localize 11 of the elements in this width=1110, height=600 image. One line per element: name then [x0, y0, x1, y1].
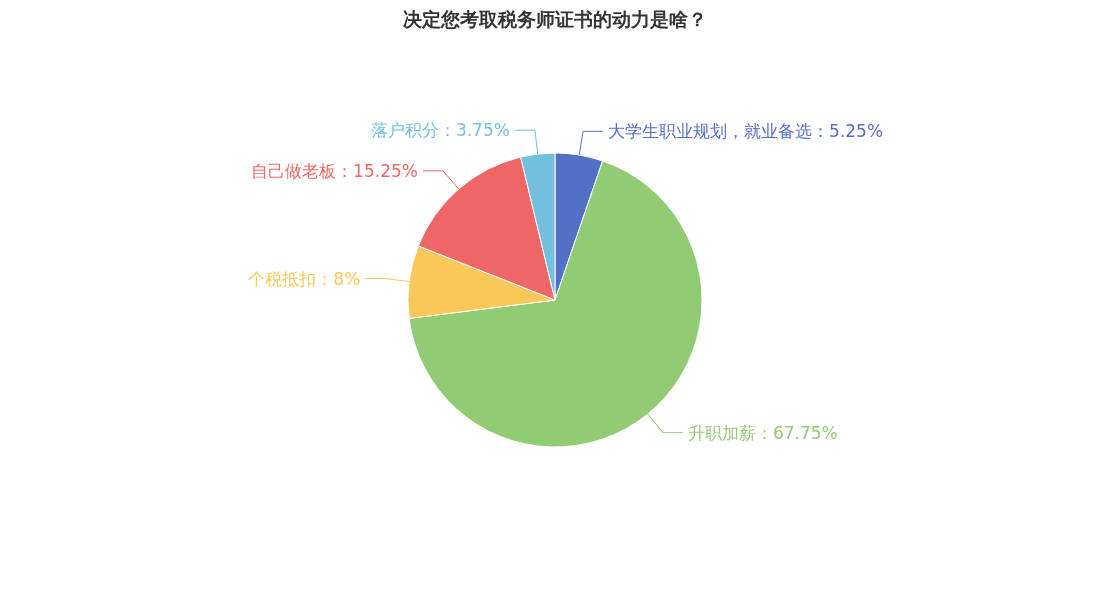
data-label: ：15.25%: [336, 160, 418, 181]
data-label: ：67.75%: [755, 422, 838, 443]
slice-label: 升职加薪: [687, 422, 756, 443]
data-label: ：5.25%: [812, 121, 884, 142]
slice-label: 大学生职业规划，就业备选: [608, 121, 813, 142]
data-label: ：3.75%: [438, 120, 510, 141]
slice-label: 落户积分: [370, 120, 439, 141]
slice-label: 个税抵扣: [248, 268, 317, 289]
chart-title: 决定您考取税务师证书的动力是啥？: [403, 8, 707, 30]
data-label: ：8%: [316, 268, 361, 289]
slice-label: 自己做老板: [251, 160, 337, 181]
